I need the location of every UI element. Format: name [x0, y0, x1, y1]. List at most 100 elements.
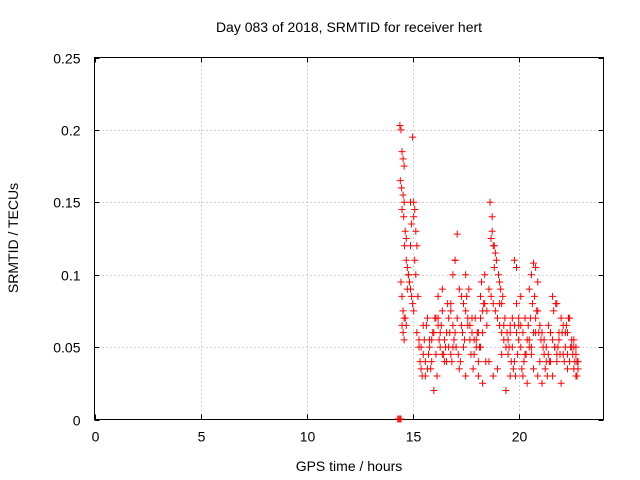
- data-point: [551, 343, 559, 351]
- x-axis-label: GPS time / hours: [296, 458, 403, 474]
- data-point: [517, 292, 525, 300]
- data-point: [462, 372, 470, 380]
- data-point: [428, 358, 436, 366]
- data-point: [440, 336, 448, 344]
- data-point: [557, 379, 565, 387]
- data-point: [531, 292, 539, 300]
- data-point: [466, 336, 474, 344]
- axis-ticks: [94, 57, 604, 421]
- x-axis-tick-labels: 0 5 10 15 20: [92, 429, 528, 445]
- data-point: [429, 329, 437, 337]
- data-point: [555, 336, 563, 344]
- data-point: [398, 292, 406, 300]
- data-point: [498, 300, 506, 308]
- data-point: [527, 343, 535, 351]
- data-point: [553, 300, 561, 308]
- data-point: [488, 227, 496, 235]
- data-point: [480, 300, 488, 308]
- data-point: [436, 329, 444, 337]
- data-point: [553, 358, 561, 366]
- y-tick-label: 0.1: [61, 268, 81, 284]
- data-point: [403, 285, 411, 293]
- data-point: [402, 321, 410, 329]
- data-point: [400, 162, 408, 170]
- data-point: [447, 350, 455, 358]
- data-point: [414, 292, 422, 300]
- data-point: [515, 321, 523, 329]
- data-point: [412, 227, 420, 235]
- data-point: [528, 300, 536, 308]
- y-tick-label: 0: [73, 413, 81, 429]
- data-point: [409, 300, 417, 308]
- data-point: [562, 321, 570, 329]
- data-point: [544, 321, 552, 329]
- data-point: [400, 336, 408, 344]
- data-point: [563, 329, 571, 337]
- data-point: [510, 256, 518, 264]
- x-tick-label: 0: [92, 429, 100, 445]
- data-point: [453, 230, 461, 238]
- data-point: [504, 350, 512, 358]
- data-point: [410, 307, 418, 315]
- data-point: [493, 365, 501, 373]
- data-point: [447, 307, 455, 315]
- data-point: [518, 365, 526, 373]
- data-point: [572, 343, 580, 351]
- data-point: [506, 321, 514, 329]
- data-point: [502, 387, 510, 395]
- data-point: [401, 227, 409, 235]
- x-tick-label: 20: [512, 429, 528, 445]
- data-point: [533, 307, 541, 315]
- data-point: [478, 278, 486, 286]
- data-point: [493, 314, 501, 322]
- data-point: [517, 343, 525, 351]
- data-point: [573, 372, 581, 380]
- data-point: [410, 213, 418, 221]
- data-point: [534, 372, 542, 380]
- data-point: [497, 285, 505, 293]
- data-point: [476, 343, 484, 351]
- data-point: [445, 314, 453, 322]
- data-point: [570, 336, 578, 344]
- grid-lines: [94, 57, 604, 420]
- data-point: [452, 343, 460, 351]
- data-point: [472, 336, 480, 344]
- data-point: [407, 198, 415, 206]
- data-point: [508, 343, 516, 351]
- data-point: [574, 365, 582, 373]
- data-point: [413, 242, 421, 250]
- y-tick-label: 0.15: [53, 195, 80, 211]
- data-point: [498, 350, 506, 358]
- data-point: [451, 329, 459, 337]
- data-point: [530, 365, 538, 373]
- data-point: [462, 307, 470, 315]
- data-point: [445, 343, 453, 351]
- data-point: [479, 329, 487, 337]
- y-tick-label: 0.05: [53, 340, 80, 356]
- data-point: [501, 314, 509, 322]
- data-point: [411, 206, 419, 214]
- data-point: [413, 329, 421, 337]
- data-point: [489, 300, 497, 308]
- data-point: [438, 307, 446, 315]
- data-point: [474, 372, 482, 380]
- data-point: [541, 365, 549, 373]
- data-point: [464, 321, 472, 329]
- data-point: [443, 358, 451, 366]
- y-tick-label: 0.2: [61, 123, 81, 139]
- data-point: [481, 271, 489, 279]
- data-point: [549, 336, 557, 344]
- data-point: [404, 271, 412, 279]
- data-point: [532, 329, 540, 337]
- data-point: [549, 292, 557, 300]
- data-point: [486, 198, 494, 206]
- data-point: [476, 292, 484, 300]
- data-point: [549, 372, 557, 380]
- data-point: [407, 242, 415, 250]
- data-point: [408, 220, 416, 228]
- data-point: [515, 336, 523, 344]
- data-point: [527, 271, 535, 279]
- data-point: [559, 350, 567, 358]
- data-point: [462, 271, 470, 279]
- data-point: [521, 350, 529, 358]
